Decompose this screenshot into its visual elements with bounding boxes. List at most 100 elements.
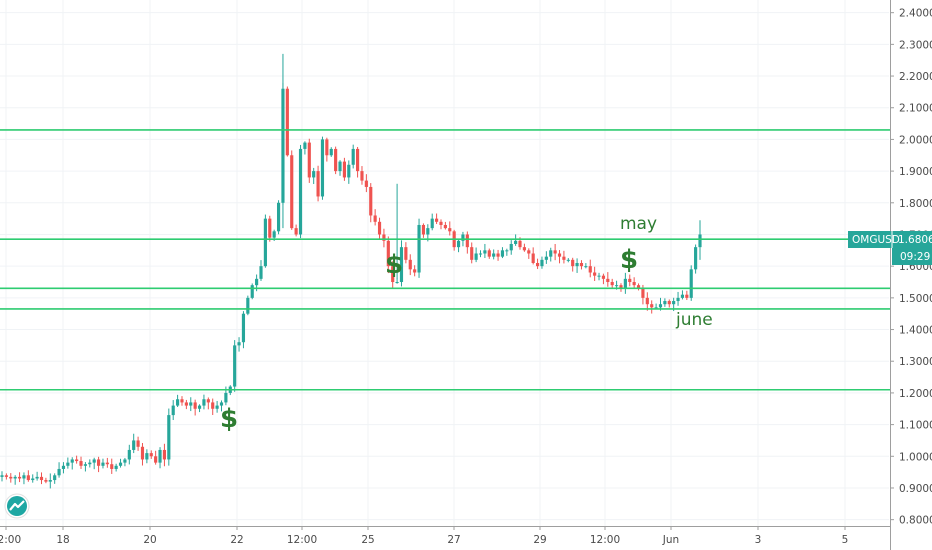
candle-body bbox=[13, 476, 17, 479]
candle-body bbox=[325, 139, 329, 156]
candle-body bbox=[654, 307, 658, 309]
last-price-tag: OMGUSD 1.6806 09:29 bbox=[848, 231, 932, 265]
candle-body bbox=[4, 475, 8, 477]
candle-body bbox=[584, 266, 588, 268]
x-tick-label: 12:00 bbox=[287, 534, 317, 546]
candle-body bbox=[465, 234, 469, 248]
time-axis[interactable]: 12:00 18 20 22 12:00 25 27 29 12:00 Jun 3 5 bbox=[0, 526, 848, 546]
y-tick-label: 1.4000 bbox=[899, 325, 932, 337]
candle-body bbox=[632, 282, 636, 286]
candle-body bbox=[373, 215, 377, 222]
candle-body bbox=[149, 453, 153, 457]
candle-body bbox=[268, 218, 272, 238]
y-tick-label: 1.1000 bbox=[899, 420, 932, 432]
candle-body bbox=[395, 282, 399, 284]
candle-body bbox=[509, 243, 513, 251]
candle-body bbox=[92, 459, 96, 463]
candle-body bbox=[386, 240, 390, 267]
candle-body bbox=[48, 480, 52, 482]
candle-body bbox=[553, 250, 557, 254]
x-tick-label: 3 bbox=[755, 534, 762, 546]
candle-body bbox=[96, 459, 101, 466]
candle-body bbox=[680, 294, 685, 298]
candle-body bbox=[294, 228, 298, 235]
candle-body bbox=[0, 475, 4, 477]
candle-body bbox=[430, 218, 434, 229]
candle-body bbox=[189, 402, 193, 406]
annotations: may june $ $ $ bbox=[220, 214, 713, 434]
candle-body bbox=[176, 399, 180, 406]
candle-body bbox=[316, 171, 320, 197]
candle-body bbox=[127, 449, 131, 460]
candle-body bbox=[184, 402, 188, 406]
candle-body bbox=[606, 278, 610, 283]
candle-body bbox=[290, 155, 294, 229]
candle-body bbox=[522, 247, 526, 251]
candle-body bbox=[557, 253, 562, 257]
candle-body bbox=[70, 459, 74, 463]
candle-body bbox=[356, 148, 360, 172]
candle-body bbox=[180, 399, 184, 403]
y-tick-label: 1.2000 bbox=[899, 388, 932, 400]
candle-body bbox=[636, 285, 641, 289]
candle-body bbox=[549, 250, 553, 257]
candle-body bbox=[75, 459, 79, 462]
candle-body bbox=[443, 224, 447, 229]
candle-body bbox=[140, 446, 145, 460]
candle-body bbox=[259, 266, 263, 279]
candle-body bbox=[136, 440, 140, 447]
candle-body bbox=[79, 461, 83, 466]
candles bbox=[0, 53, 702, 489]
countdown: 09:29 bbox=[900, 251, 930, 263]
candle-body bbox=[483, 250, 487, 254]
candle-body bbox=[413, 269, 417, 273]
grid bbox=[0, 0, 889, 526]
tradingview-logo-icon[interactable] bbox=[4, 493, 30, 519]
candle-body bbox=[17, 476, 22, 479]
candle-body bbox=[615, 285, 619, 287]
dollar-marker: $ bbox=[620, 245, 638, 275]
candle-body bbox=[329, 148, 333, 156]
candle-body bbox=[593, 272, 597, 276]
candle-body bbox=[9, 476, 13, 479]
candle-body bbox=[105, 462, 109, 465]
annotation-may: may bbox=[620, 214, 657, 234]
candle-body bbox=[132, 440, 136, 450]
candle-body bbox=[320, 139, 325, 197]
candle-body bbox=[514, 240, 518, 244]
horizontal-levels bbox=[0, 129, 890, 391]
candle-body bbox=[377, 221, 382, 235]
candle-body bbox=[531, 253, 535, 263]
candle-body bbox=[623, 278, 627, 289]
candle-body bbox=[518, 240, 522, 248]
candle-body bbox=[426, 228, 430, 235]
candle-body bbox=[562, 256, 566, 260]
candle-body bbox=[579, 263, 584, 267]
candle-body bbox=[672, 301, 676, 305]
candle-body bbox=[470, 247, 474, 260]
dollar-marker: $ bbox=[385, 250, 403, 280]
candle-body bbox=[417, 224, 421, 273]
candle-body bbox=[544, 256, 548, 260]
symbol-label: OMGUSD bbox=[852, 234, 900, 246]
candle-body bbox=[307, 142, 311, 178]
candle-body bbox=[224, 392, 228, 403]
candle-body bbox=[645, 297, 649, 305]
candle-body bbox=[154, 456, 158, 463]
candle-body bbox=[597, 275, 601, 277]
candle-body bbox=[44, 480, 48, 482]
candle-body bbox=[101, 462, 105, 466]
candle-body bbox=[351, 148, 355, 165]
candle-body bbox=[338, 161, 342, 172]
countdown-tag bbox=[892, 248, 932, 265]
candle-body bbox=[334, 148, 338, 172]
candle-body bbox=[676, 297, 680, 302]
candle-body bbox=[158, 449, 162, 463]
candle-body bbox=[171, 405, 175, 416]
x-tick-label: 20 bbox=[143, 534, 156, 546]
candle-body bbox=[382, 234, 386, 241]
candle-body bbox=[298, 148, 303, 235]
